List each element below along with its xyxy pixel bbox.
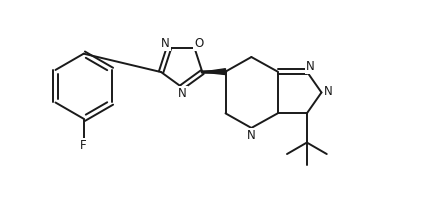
Text: F: F	[81, 139, 87, 152]
Text: N: N	[247, 129, 255, 142]
Text: N: N	[306, 60, 314, 73]
Text: O: O	[194, 37, 203, 50]
Polygon shape	[202, 69, 226, 75]
Text: N: N	[178, 87, 187, 100]
Text: N: N	[324, 85, 333, 98]
Text: N: N	[161, 37, 170, 50]
